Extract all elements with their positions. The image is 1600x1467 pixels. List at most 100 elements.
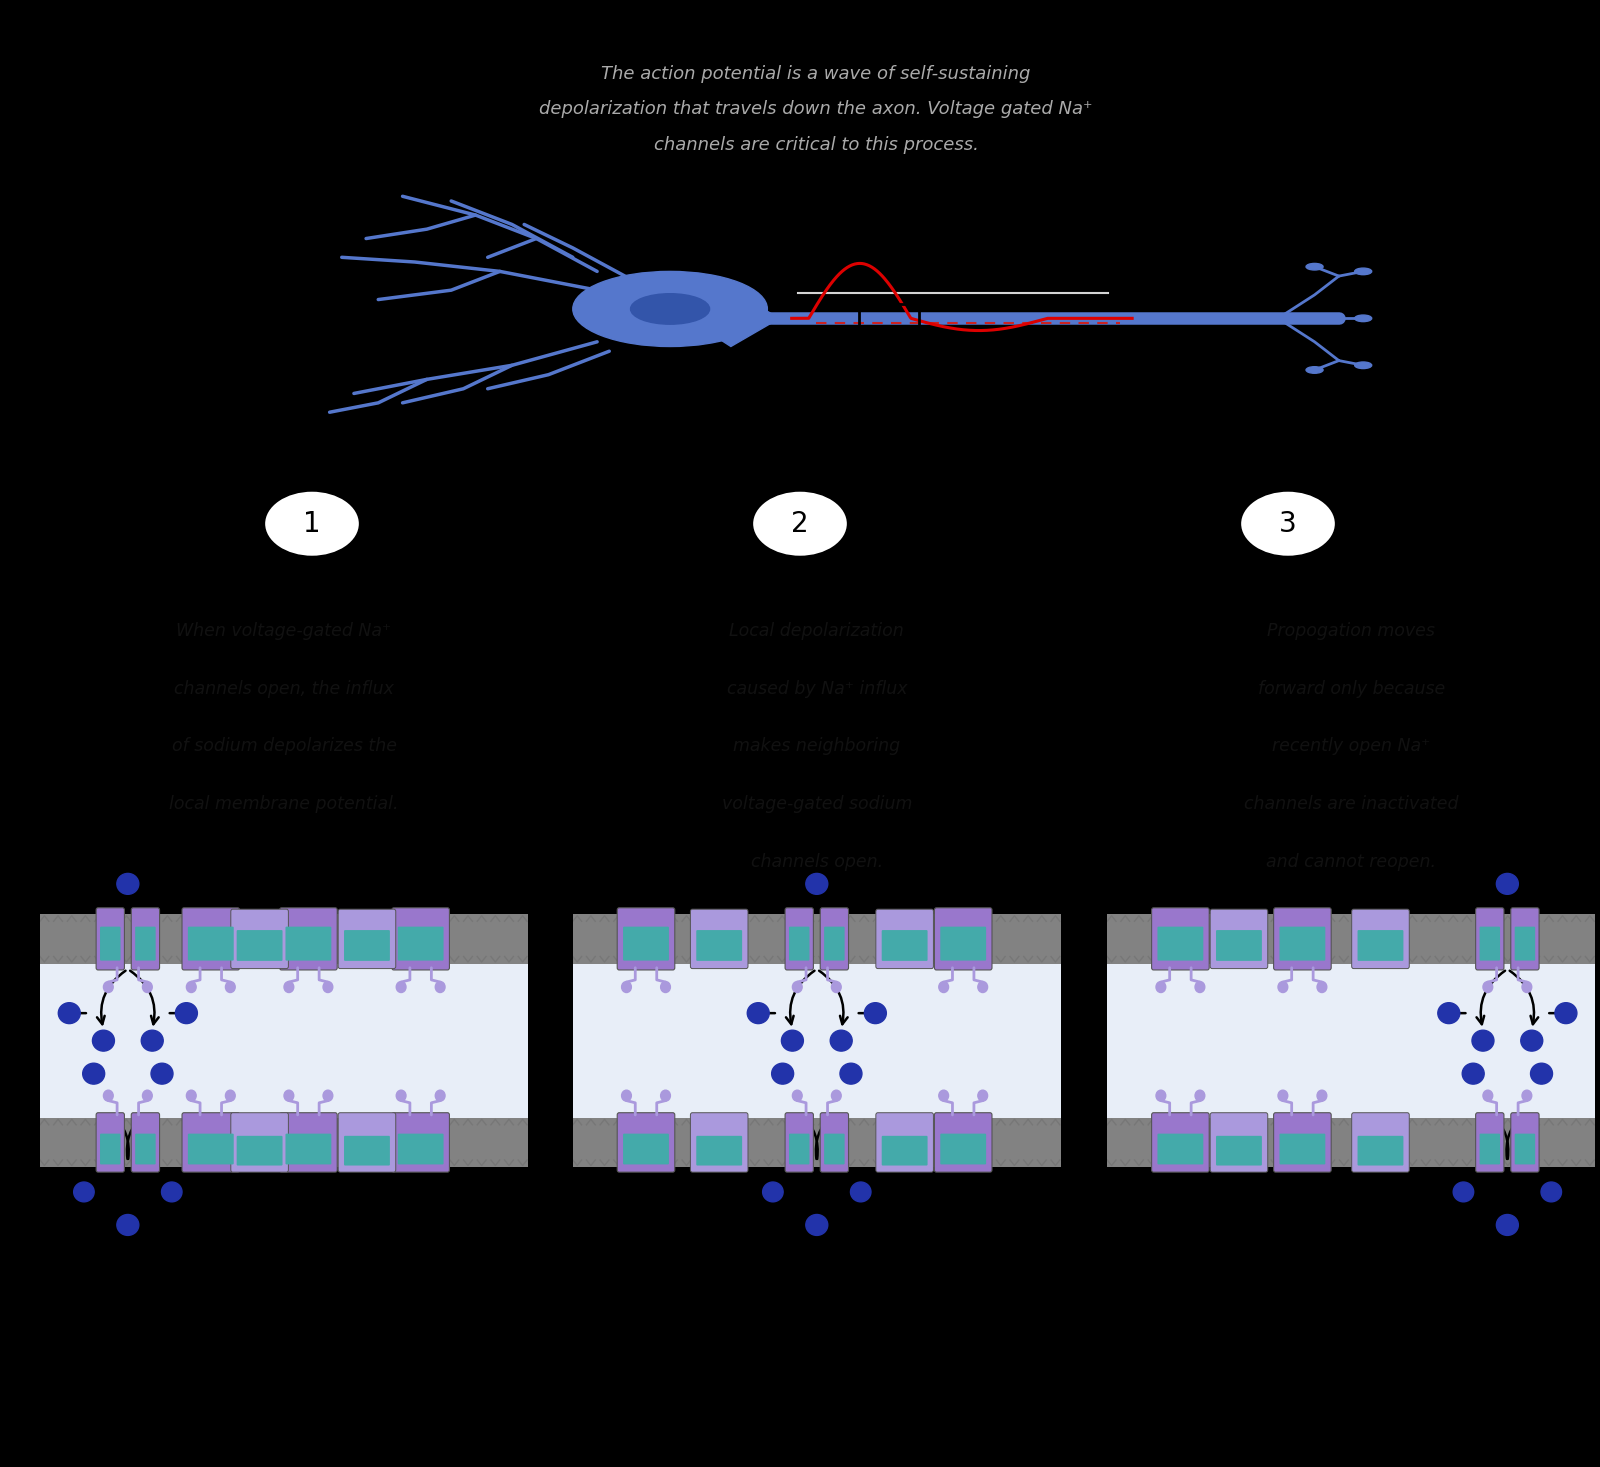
Circle shape bbox=[142, 981, 152, 993]
FancyBboxPatch shape bbox=[618, 1112, 675, 1172]
FancyBboxPatch shape bbox=[134, 927, 155, 961]
FancyBboxPatch shape bbox=[1510, 1112, 1539, 1172]
FancyBboxPatch shape bbox=[1357, 930, 1403, 961]
Text: Local depolarization: Local depolarization bbox=[730, 622, 904, 640]
FancyBboxPatch shape bbox=[1107, 964, 1595, 1118]
Circle shape bbox=[397, 1090, 406, 1102]
Ellipse shape bbox=[851, 1182, 870, 1201]
Circle shape bbox=[1155, 1090, 1166, 1102]
Text: recently open Na⁺: recently open Na⁺ bbox=[1272, 738, 1430, 756]
FancyBboxPatch shape bbox=[882, 930, 928, 961]
Circle shape bbox=[226, 981, 235, 993]
Circle shape bbox=[397, 981, 406, 993]
FancyBboxPatch shape bbox=[1157, 927, 1203, 961]
FancyBboxPatch shape bbox=[1352, 1112, 1410, 1172]
FancyBboxPatch shape bbox=[237, 1135, 283, 1165]
Circle shape bbox=[264, 490, 360, 557]
FancyBboxPatch shape bbox=[1280, 927, 1325, 961]
FancyBboxPatch shape bbox=[182, 1112, 240, 1172]
Ellipse shape bbox=[176, 1003, 197, 1024]
FancyBboxPatch shape bbox=[875, 1112, 933, 1172]
FancyBboxPatch shape bbox=[1216, 930, 1262, 961]
FancyBboxPatch shape bbox=[40, 914, 528, 964]
FancyBboxPatch shape bbox=[280, 1112, 338, 1172]
Circle shape bbox=[186, 1090, 197, 1102]
Ellipse shape bbox=[150, 1064, 173, 1084]
FancyBboxPatch shape bbox=[96, 908, 125, 970]
FancyBboxPatch shape bbox=[1280, 1134, 1325, 1165]
Ellipse shape bbox=[1453, 1182, 1474, 1201]
Text: 1: 1 bbox=[302, 509, 322, 538]
Circle shape bbox=[142, 1090, 152, 1102]
FancyBboxPatch shape bbox=[573, 1118, 1061, 1168]
Text: channels open.: channels open. bbox=[750, 852, 883, 871]
Text: channels open, the influx: channels open, the influx bbox=[174, 679, 394, 698]
Ellipse shape bbox=[1541, 1182, 1562, 1201]
Circle shape bbox=[978, 981, 987, 993]
Circle shape bbox=[323, 1090, 333, 1102]
Circle shape bbox=[1317, 981, 1326, 993]
Circle shape bbox=[621, 981, 632, 993]
FancyBboxPatch shape bbox=[187, 1134, 234, 1165]
FancyBboxPatch shape bbox=[187, 927, 234, 961]
Ellipse shape bbox=[573, 271, 768, 346]
Ellipse shape bbox=[1438, 1003, 1459, 1024]
FancyBboxPatch shape bbox=[285, 1134, 331, 1165]
FancyBboxPatch shape bbox=[1274, 1112, 1331, 1172]
Circle shape bbox=[1522, 981, 1531, 993]
FancyBboxPatch shape bbox=[622, 927, 669, 961]
Text: 2: 2 bbox=[790, 509, 810, 538]
FancyBboxPatch shape bbox=[1152, 908, 1210, 970]
Text: caused by Na⁺ influx: caused by Na⁺ influx bbox=[726, 679, 907, 698]
Circle shape bbox=[978, 1090, 987, 1102]
FancyBboxPatch shape bbox=[1475, 1112, 1504, 1172]
Text: voltage-gated sodium: voltage-gated sodium bbox=[722, 795, 912, 813]
Ellipse shape bbox=[117, 873, 139, 895]
FancyBboxPatch shape bbox=[131, 908, 160, 970]
Circle shape bbox=[435, 981, 445, 993]
Circle shape bbox=[435, 1090, 445, 1102]
FancyBboxPatch shape bbox=[1274, 908, 1331, 970]
Circle shape bbox=[661, 981, 670, 993]
Ellipse shape bbox=[864, 1003, 886, 1024]
FancyBboxPatch shape bbox=[1475, 908, 1504, 970]
Ellipse shape bbox=[141, 1030, 163, 1050]
Text: makes neighboring: makes neighboring bbox=[733, 738, 901, 756]
Ellipse shape bbox=[806, 1215, 827, 1235]
FancyBboxPatch shape bbox=[934, 1112, 992, 1172]
FancyBboxPatch shape bbox=[1515, 1134, 1534, 1165]
FancyBboxPatch shape bbox=[101, 927, 120, 961]
Text: channels are inactivated: channels are inactivated bbox=[1243, 795, 1459, 813]
Text: depolarization that travels down the axon. Voltage gated Na⁺: depolarization that travels down the axo… bbox=[539, 100, 1093, 119]
FancyBboxPatch shape bbox=[1107, 1118, 1595, 1168]
Ellipse shape bbox=[781, 1030, 803, 1050]
Ellipse shape bbox=[840, 1064, 862, 1084]
Ellipse shape bbox=[58, 1003, 80, 1024]
FancyBboxPatch shape bbox=[344, 1135, 390, 1165]
FancyBboxPatch shape bbox=[691, 910, 747, 968]
Circle shape bbox=[1317, 1090, 1326, 1102]
Circle shape bbox=[1483, 1090, 1493, 1102]
Text: When voltage-gated Na⁺: When voltage-gated Na⁺ bbox=[176, 622, 392, 640]
Circle shape bbox=[939, 981, 949, 993]
Text: channels are critical to this process.: channels are critical to this process. bbox=[653, 135, 979, 154]
FancyBboxPatch shape bbox=[789, 1134, 810, 1165]
FancyBboxPatch shape bbox=[101, 1134, 120, 1165]
Circle shape bbox=[1355, 268, 1371, 274]
FancyBboxPatch shape bbox=[573, 914, 1061, 964]
FancyBboxPatch shape bbox=[618, 908, 675, 970]
FancyBboxPatch shape bbox=[786, 1112, 813, 1172]
Text: forward only because: forward only because bbox=[1258, 679, 1445, 698]
FancyBboxPatch shape bbox=[824, 927, 845, 961]
Ellipse shape bbox=[763, 1182, 782, 1201]
Text: 3: 3 bbox=[1278, 509, 1298, 538]
Text: Propogation moves: Propogation moves bbox=[1267, 622, 1435, 640]
Circle shape bbox=[1278, 1090, 1288, 1102]
FancyBboxPatch shape bbox=[40, 1118, 528, 1168]
Ellipse shape bbox=[93, 1030, 115, 1050]
FancyBboxPatch shape bbox=[1210, 910, 1267, 968]
FancyBboxPatch shape bbox=[691, 1112, 747, 1172]
FancyBboxPatch shape bbox=[934, 908, 992, 970]
FancyBboxPatch shape bbox=[230, 1112, 288, 1172]
FancyBboxPatch shape bbox=[1510, 908, 1539, 970]
